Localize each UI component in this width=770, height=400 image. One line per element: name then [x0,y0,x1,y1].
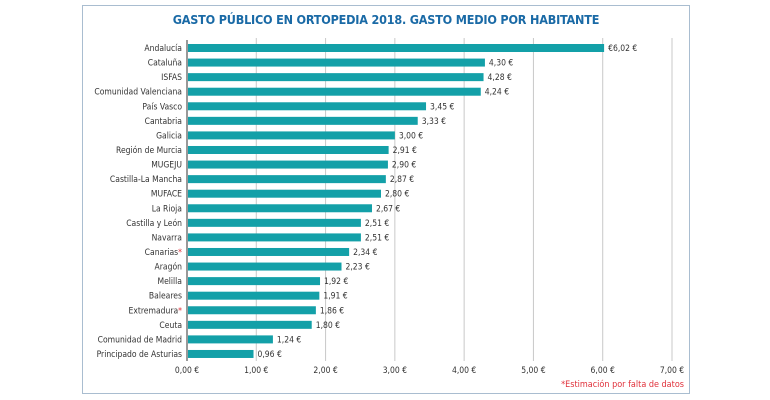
bar [188,233,361,242]
data-label: 4,24 € [485,88,509,98]
category-label: País Vasco [142,102,182,112]
bar [188,349,254,358]
data-label: 0,96 € [258,350,282,360]
bar [188,73,484,82]
data-label: 3,45 € [430,102,454,112]
data-label: 3,33 € [422,117,446,127]
data-label: 1,86 € [320,306,344,316]
bar [188,335,273,344]
bar [188,160,388,169]
bar [188,116,418,125]
data-label: 2,67 € [376,204,400,214]
bar [188,102,427,111]
footnote: *Estimación por falta de datos [561,380,684,390]
x-tick-label: 6,00 € [591,366,615,376]
data-label: 4,30 € [489,59,513,69]
bar [188,247,350,256]
x-tick-label: 5,00 € [521,366,545,376]
category-label: Comunidad Valenciana [94,88,182,98]
data-label: 2,80 € [385,190,409,200]
data-label: 2,51 € [365,219,389,229]
category-label: Cataluña [148,59,182,69]
x-tick-label: 3,00 € [383,366,407,376]
category-label: Castilla-La Mancha [110,175,182,185]
bar [188,44,605,52]
category-label: Melilla [158,277,183,287]
bar [188,320,312,329]
category-label: La Rioja [152,204,182,214]
bar [188,189,381,198]
category-label: Comunidad de Madrid [98,335,183,345]
chart-title: GASTO PÚBLICO EN ORTOPEDIA 2018. GASTO M… [172,12,600,27]
x-tick-label: 0,00 € [175,366,199,376]
category-label: Ceuta [159,321,182,331]
bar [188,262,342,271]
data-label: 1,91 € [323,292,347,302]
category-label: ISFAS [161,73,182,83]
data-label: 2,23 € [346,263,370,273]
category-label: Andalucía [144,44,182,54]
category-label: Baleares [149,292,182,302]
category-label: Aragón [155,262,183,273]
category-label: Castilla y León [126,218,182,229]
data-label: €6,02 € [608,44,637,54]
category-label: Región de Murcia [116,145,182,156]
bar [188,58,485,67]
data-label: 2,90 € [392,161,416,171]
x-tick-label: 7,00 € [660,366,684,376]
x-tick-label: 2,00 € [313,366,337,376]
data-label: 2,91 € [393,146,417,156]
bar [188,218,361,227]
chart-frame [82,5,690,394]
bar [188,145,389,154]
bar [188,306,316,315]
data-label: 1,92 € [324,277,348,287]
data-label: 1,24 € [277,335,301,345]
category-label: Extremadura* [128,306,182,316]
category-label: Cantabria [145,117,182,127]
bar [188,175,386,184]
category-label: Navarra [152,233,182,243]
data-label: 4,28 € [488,73,512,83]
category-label: Galicia [156,131,182,141]
bar [188,277,321,286]
x-tick-label: 1,00 € [244,366,268,376]
category-label: Canarias* [145,248,183,258]
data-label: 3,00 € [399,131,423,141]
bar [188,131,395,140]
category-label: Principado de Asturias [97,350,182,360]
data-label: 2,34 € [353,248,377,258]
x-tick-label: 4,00 € [452,366,476,376]
bar [188,204,372,213]
bar [188,291,320,300]
data-label: 1,80 € [316,321,340,331]
data-label: 2,87 € [390,175,414,185]
category-label: MUGEJU [151,161,182,171]
category-label: MUFACE [151,190,182,200]
bar [188,87,481,96]
data-label: 2,51 € [365,233,389,243]
